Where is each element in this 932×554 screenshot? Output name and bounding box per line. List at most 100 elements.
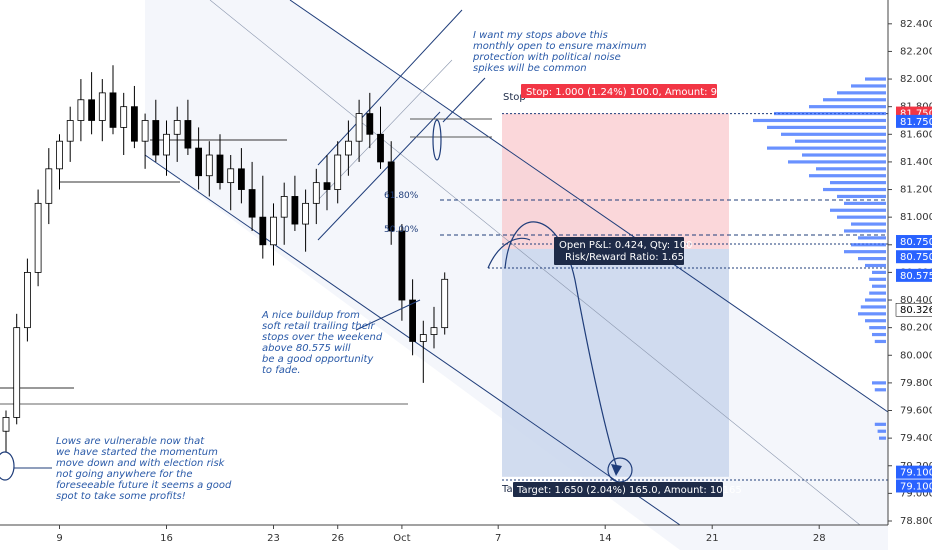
- volume-profile-bar: [872, 284, 886, 288]
- annotation-middle-line: soft retail trailing their: [262, 321, 376, 332]
- y-tick-label: 81.000: [900, 212, 932, 223]
- volume-profile-bar: [823, 187, 886, 192]
- candle-body: [377, 133, 384, 163]
- x-tick-label: 9: [56, 533, 62, 544]
- annotation-middle-line: stops over the weekend: [262, 332, 383, 343]
- price-axis-label-box: [896, 479, 932, 493]
- candle-body: [441, 278, 449, 329]
- volume-profile-bar: [844, 201, 886, 205]
- y-tick-label: 80.200: [900, 323, 932, 334]
- candle-body: [409, 299, 417, 342]
- volume-profile-bar: [837, 215, 886, 219]
- candle-body: [398, 230, 406, 301]
- price-axis-label-box: [896, 250, 932, 264]
- volume-profile-bar: [865, 319, 886, 323]
- price-axis-label-text: 80.326: [900, 305, 932, 316]
- volume-profile-bar: [823, 98, 886, 102]
- volume-profile-bar: [874, 339, 886, 344]
- volume-profile-bar: [816, 167, 886, 171]
- volume-profile-bar: [858, 236, 886, 240]
- stop-short-label: Stop: [503, 92, 526, 103]
- channel-mid-line: [209, 0, 861, 526]
- rr-label-text: Risk/Reward Ratio: 1.65: [565, 252, 684, 263]
- middle-note-connector: [355, 299, 421, 331]
- volume-profile-bar: [869, 291, 886, 295]
- volume-profile-bar: [858, 312, 886, 316]
- annotation-top-line: I want my stops above this: [473, 30, 608, 41]
- volume-profile-bar: [877, 429, 886, 433]
- top-note-connector: [442, 77, 486, 123]
- annotation-middle-line: above 80.575 will: [262, 343, 351, 354]
- volume-profile-bar: [865, 77, 886, 81]
- volume-profile-bar: [767, 146, 886, 150]
- volume-profile-bar: [781, 132, 886, 136]
- candle-body: [419, 334, 427, 342]
- candle-body: [387, 161, 395, 232]
- candle-body: [141, 120, 149, 142]
- x-tick-label: 14: [599, 533, 612, 544]
- candle-body: [34, 202, 42, 273]
- annotation-top-line: monthly open to ensure maximum: [473, 41, 647, 52]
- volume-profile-bar: [844, 229, 886, 233]
- price-axis-label-text: 79.100: [900, 468, 932, 479]
- y-tick-label: 80.400: [900, 295, 932, 306]
- x-tick-label: 28: [813, 533, 826, 544]
- price-axis-label-text: 80.750: [900, 252, 932, 263]
- target-label-text: Target: 1.650 (2.04%) 165.0, Amount: 101…: [516, 485, 742, 496]
- volume-profile-bar: [788, 160, 886, 164]
- volume-profile-bar: [753, 118, 886, 123]
- price-axis-label-box: [896, 268, 932, 282]
- candle-body: [355, 113, 363, 142]
- volume-profile-bar: [874, 388, 886, 392]
- volume-profile-bar: [874, 422, 886, 426]
- price-axis-label-text: 80.575: [900, 271, 932, 282]
- volume-profile-bar: [851, 243, 886, 247]
- y-tick-label: 81.200: [900, 185, 932, 196]
- volume-profile-bar: [851, 84, 886, 88]
- x-tick-label: 23: [267, 533, 280, 544]
- y-tick-label: 82.400: [900, 19, 932, 30]
- volume-profile-bar: [872, 381, 886, 385]
- x-tick-label: 16: [160, 533, 173, 544]
- annotation-bottom-line: we have started the momentum: [56, 447, 218, 458]
- target-zone: [502, 248, 729, 477]
- y-tick-label: 81.600: [900, 129, 932, 140]
- candle-body: [270, 216, 277, 246]
- volume-profile-bar: [802, 153, 886, 157]
- fib-61-8-label: 61.80%: [384, 191, 419, 201]
- volume-profile-bar: [865, 263, 886, 268]
- candle-body: [291, 196, 299, 225]
- y-tick-label: 79.800: [900, 378, 932, 389]
- y-tick-label: 81.400: [900, 157, 932, 168]
- stop-zone: [502, 113, 729, 249]
- candle-body: [66, 120, 74, 142]
- y-tick-label: 79.600: [900, 406, 932, 417]
- candle-body: [56, 140, 63, 170]
- volume-profile-bar: [869, 277, 886, 281]
- candle-body: [280, 196, 288, 218]
- candle-body: [344, 140, 352, 156]
- pnl-label-box: [554, 237, 684, 265]
- fib-50-label: 50.00%: [384, 225, 419, 235]
- annotation-top-line: protection with political noise: [472, 52, 621, 63]
- annotation-middle-line: A nice buildup from: [261, 310, 360, 321]
- candle-body: [13, 327, 21, 418]
- candle-body: [205, 154, 213, 177]
- candle-body: [184, 120, 192, 149]
- candle-body: [163, 133, 170, 156]
- y-tick-label: 82.200: [900, 46, 932, 57]
- volume-profile-bar: [767, 125, 886, 129]
- volume-profile-bar: [795, 139, 886, 143]
- candle-body: [334, 154, 342, 190]
- x-tick-label: 21: [706, 533, 719, 544]
- annotation-middle-line: be a good opportunity: [262, 354, 374, 365]
- price-axis-label-box: [896, 235, 932, 249]
- candle-body: [259, 216, 267, 246]
- volume-profile-bar: [858, 256, 886, 261]
- candle-body: [2, 417, 10, 432]
- candle-body: [216, 154, 224, 184]
- candle-body: [130, 106, 138, 142]
- open-circle: [432, 119, 442, 161]
